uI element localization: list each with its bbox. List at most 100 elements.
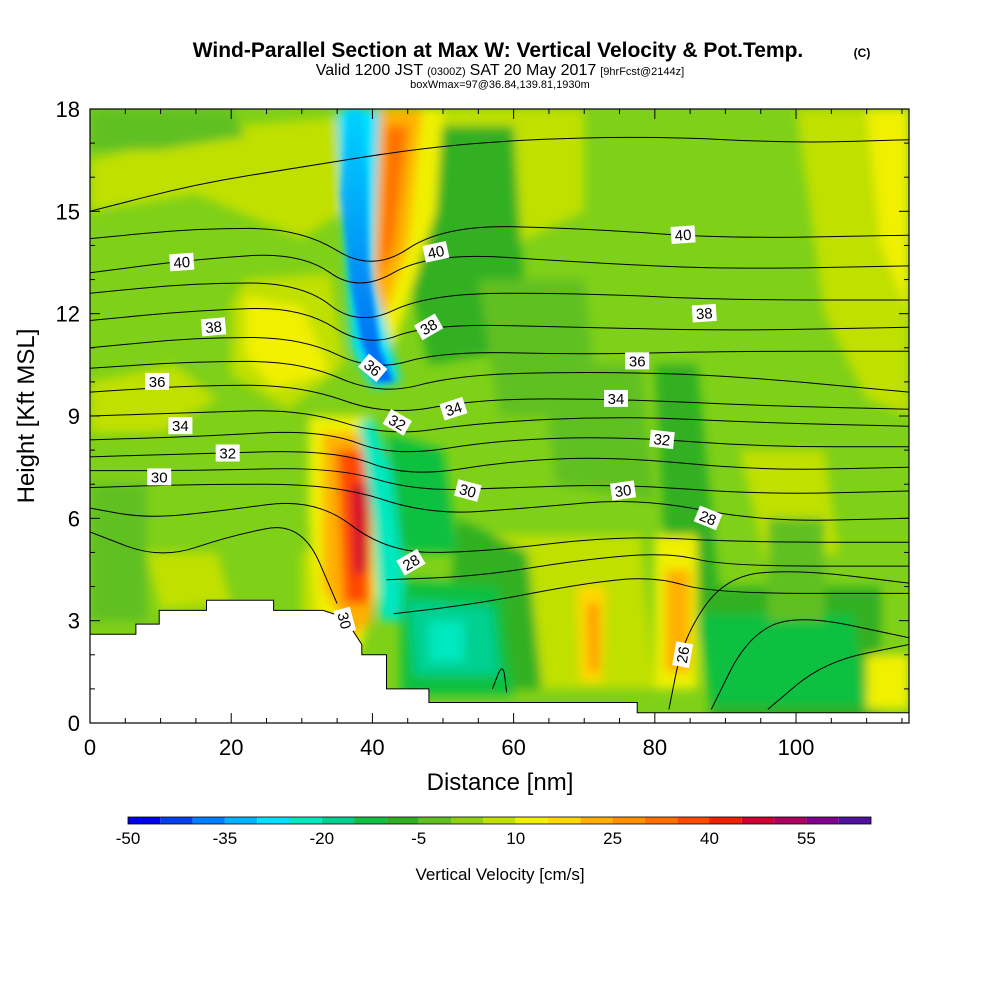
colorbar-tick-label: -20 [310, 829, 335, 848]
x-tick-label: 40 [360, 735, 384, 760]
velocity-field: 40 40 40 38 38 38 36 36 36 34 34 34 32 32 32 30 30 30 30 28… [90, 109, 909, 723]
contour-label-text: 36 [149, 374, 166, 391]
x-tick-label: 60 [501, 735, 525, 760]
contour-label-text: 34 [608, 391, 625, 408]
colorbar-swatch [418, 817, 451, 824]
contour-label: 32 [382, 409, 412, 436]
contour-label: 32 [215, 444, 240, 463]
colorbar-tick-label: 55 [797, 829, 816, 848]
colorbar-swatch [160, 817, 193, 824]
colorbar-tick-label: -35 [213, 829, 238, 848]
theta-contour-line [90, 527, 338, 604]
contour-label-text: 26 [674, 645, 694, 664]
theta-contour-line [90, 410, 909, 433]
chart-subtitle-2: boxWmax=97@36.84,139.81,1930m [410, 79, 590, 91]
y-tick-label: 0 [68, 711, 80, 736]
contour-label: 38 [414, 313, 444, 341]
y-axis-label: Height [Kft MSL] [13, 329, 40, 504]
contour-label-text: 34 [172, 418, 189, 435]
theta-contour-line [90, 360, 909, 393]
contour-label: 28 [693, 505, 723, 531]
contour-label-text: 32 [385, 412, 408, 435]
contour-label-text: 28 [400, 552, 423, 575]
contour-label: 40 [169, 252, 195, 272]
theta-contour-line [90, 451, 909, 473]
contour-label: 36 [625, 352, 650, 370]
contour-label: 30 [333, 606, 356, 635]
contour-label: 34 [168, 417, 193, 435]
y-tick-label: 12 [56, 302, 80, 327]
colorbar-swatch [289, 817, 322, 824]
contour-label-text: 32 [219, 446, 236, 463]
theta-contour-line [90, 336, 909, 366]
contour-label-text: 36 [629, 353, 646, 370]
colorbar-swatch [644, 817, 678, 824]
colorbar-swatch [838, 817, 871, 824]
contour-label-text: 38 [418, 316, 441, 339]
colorbar-swatch [806, 817, 839, 824]
colorbar-tick-label: 25 [603, 829, 622, 848]
contour-label: 32 [649, 429, 675, 450]
colorbar-tick-label: -5 [411, 829, 426, 848]
title-mark: (C) [854, 46, 871, 60]
colorbar-swatch [192, 817, 225, 824]
theta-contour-line [90, 307, 909, 341]
contour-label: 36 [145, 372, 170, 391]
contour-label: 30 [454, 479, 482, 502]
contour-label: 30 [609, 480, 637, 501]
y-tick-label: 15 [56, 199, 80, 224]
chart-title: Wind-Parallel Section at Max W: Vertical… [193, 39, 804, 62]
theta-contour-line [90, 136, 909, 212]
y-axis: 0 36 9 12 15 18 [56, 97, 909, 736]
theta-contour-line [90, 431, 909, 453]
theta-contour-line [767, 644, 909, 710]
colorbar-swatch [548, 817, 581, 824]
colorbar: -50 -35 -20 -5 10 25 40 55 [116, 816, 872, 848]
colorbar-tick-label: -50 [116, 829, 141, 848]
y-tick-label: 18 [56, 97, 80, 122]
contour-label: 40 [670, 225, 696, 245]
contour-label-text: 30 [614, 482, 633, 501]
contour-label-text: 30 [457, 481, 478, 502]
colorbar-swatch [321, 817, 355, 824]
colorbar-swatch [515, 817, 548, 824]
contour-label-text: 28 [697, 508, 719, 530]
colorbar-swatch [677, 817, 710, 824]
chart-subtitle: Valid 1200 JST (0300Z) SAT 20 May 2017 [9hr… [316, 62, 684, 79]
downdraft-core [340, 109, 394, 382]
contour-label-text: 40 [674, 227, 692, 245]
contour-label-text: 40 [173, 254, 191, 272]
theta-contour-line [393, 578, 909, 615]
x-tick-label: 0 [84, 735, 96, 760]
colorbar-frame [127, 816, 872, 825]
contour-label: 38 [691, 303, 717, 323]
theta-contour-line [90, 384, 909, 411]
theta-contour-line [386, 554, 909, 581]
theta-contour-line [710, 619, 909, 710]
theta-contour-line [90, 226, 909, 262]
theta-contour-line [668, 571, 909, 710]
y-tick-label: 9 [68, 404, 80, 429]
contour-label: 34 [439, 396, 468, 421]
colorbar-swatch [580, 817, 613, 824]
theta-contour-line [491, 668, 508, 693]
contour-label: 40 [422, 241, 450, 263]
contour-label: 34 [604, 389, 628, 408]
contour-label-text: 32 [653, 431, 671, 450]
contour-label: 30 [147, 468, 172, 486]
colorbar-swatch [451, 817, 484, 824]
colorbar-swatch [483, 817, 516, 824]
y-tick-label: 6 [68, 506, 80, 531]
x-tick-label: 100 [778, 735, 815, 760]
contour-label: 36 [358, 353, 388, 383]
colorbar-tick-label: 10 [506, 829, 525, 848]
contour-label-text: 40 [426, 243, 446, 263]
colorbar-swatch [741, 817, 775, 824]
contour-label-text: 38 [205, 319, 223, 337]
contour-label: 28 [396, 548, 426, 576]
colorbar-label: Vertical Velocity [cm/s] [415, 865, 584, 884]
x-axis-label: Distance [nm] [427, 769, 574, 796]
x-tick-label: 20 [219, 735, 243, 760]
contour-label-text: 30 [151, 469, 168, 486]
